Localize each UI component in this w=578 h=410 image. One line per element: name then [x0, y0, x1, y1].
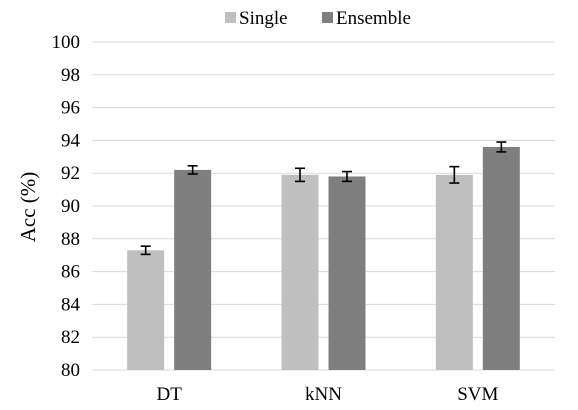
legend-item-single: Single: [225, 8, 288, 29]
y-tick-label: 86: [61, 262, 80, 283]
y-tick-label: 88: [61, 229, 80, 250]
legend-label: Ensemble: [336, 8, 411, 29]
gridlines: [92, 41, 555, 371]
bar-single-svm: [435, 174, 473, 370]
error-bar: [295, 167, 305, 183]
y-tick-label: 92: [61, 163, 80, 184]
bars: [127, 146, 520, 370]
error-bar: [496, 141, 507, 153]
x-tick-label: SVM: [457, 384, 498, 405]
bar-single-knn: [281, 174, 319, 370]
y-tick-label: 80: [61, 360, 80, 381]
error-bar: [449, 165, 460, 184]
y-axis-label: Acc (%): [16, 172, 40, 243]
bar-ensemble-dt: [174, 169, 212, 370]
y-tick-label: 94: [61, 130, 81, 151]
y-tick-label: 90: [61, 196, 80, 217]
y-axis-ticks: 80 82 84 86 88 90 92 94 96 98 100: [52, 32, 81, 381]
legend-swatch: [225, 12, 236, 23]
legend-item-ensemble: Ensemble: [322, 8, 411, 29]
y-tick-label: 84: [61, 294, 81, 315]
legend-swatch: [322, 12, 333, 23]
error-bar: [187, 165, 198, 175]
x-axis-ticks: DT kNN SVM: [157, 384, 499, 405]
y-tick-label: 98: [61, 65, 80, 86]
x-tick-label: DT: [157, 384, 183, 405]
legend: Single Ensemble: [225, 8, 411, 29]
bar-single-dt: [127, 250, 165, 370]
x-tick-label: kNN: [305, 384, 342, 405]
legend-label: Single: [239, 8, 288, 29]
bar-ensemble-knn: [328, 176, 366, 370]
y-tick-label: 96: [61, 98, 80, 119]
error-bar: [140, 245, 151, 256]
error-bar: [342, 170, 352, 183]
error-bars: [140, 141, 507, 256]
bar-ensemble-svm: [482, 146, 520, 370]
y-tick-label: 100: [52, 32, 81, 53]
y-tick-label: 82: [61, 327, 80, 348]
